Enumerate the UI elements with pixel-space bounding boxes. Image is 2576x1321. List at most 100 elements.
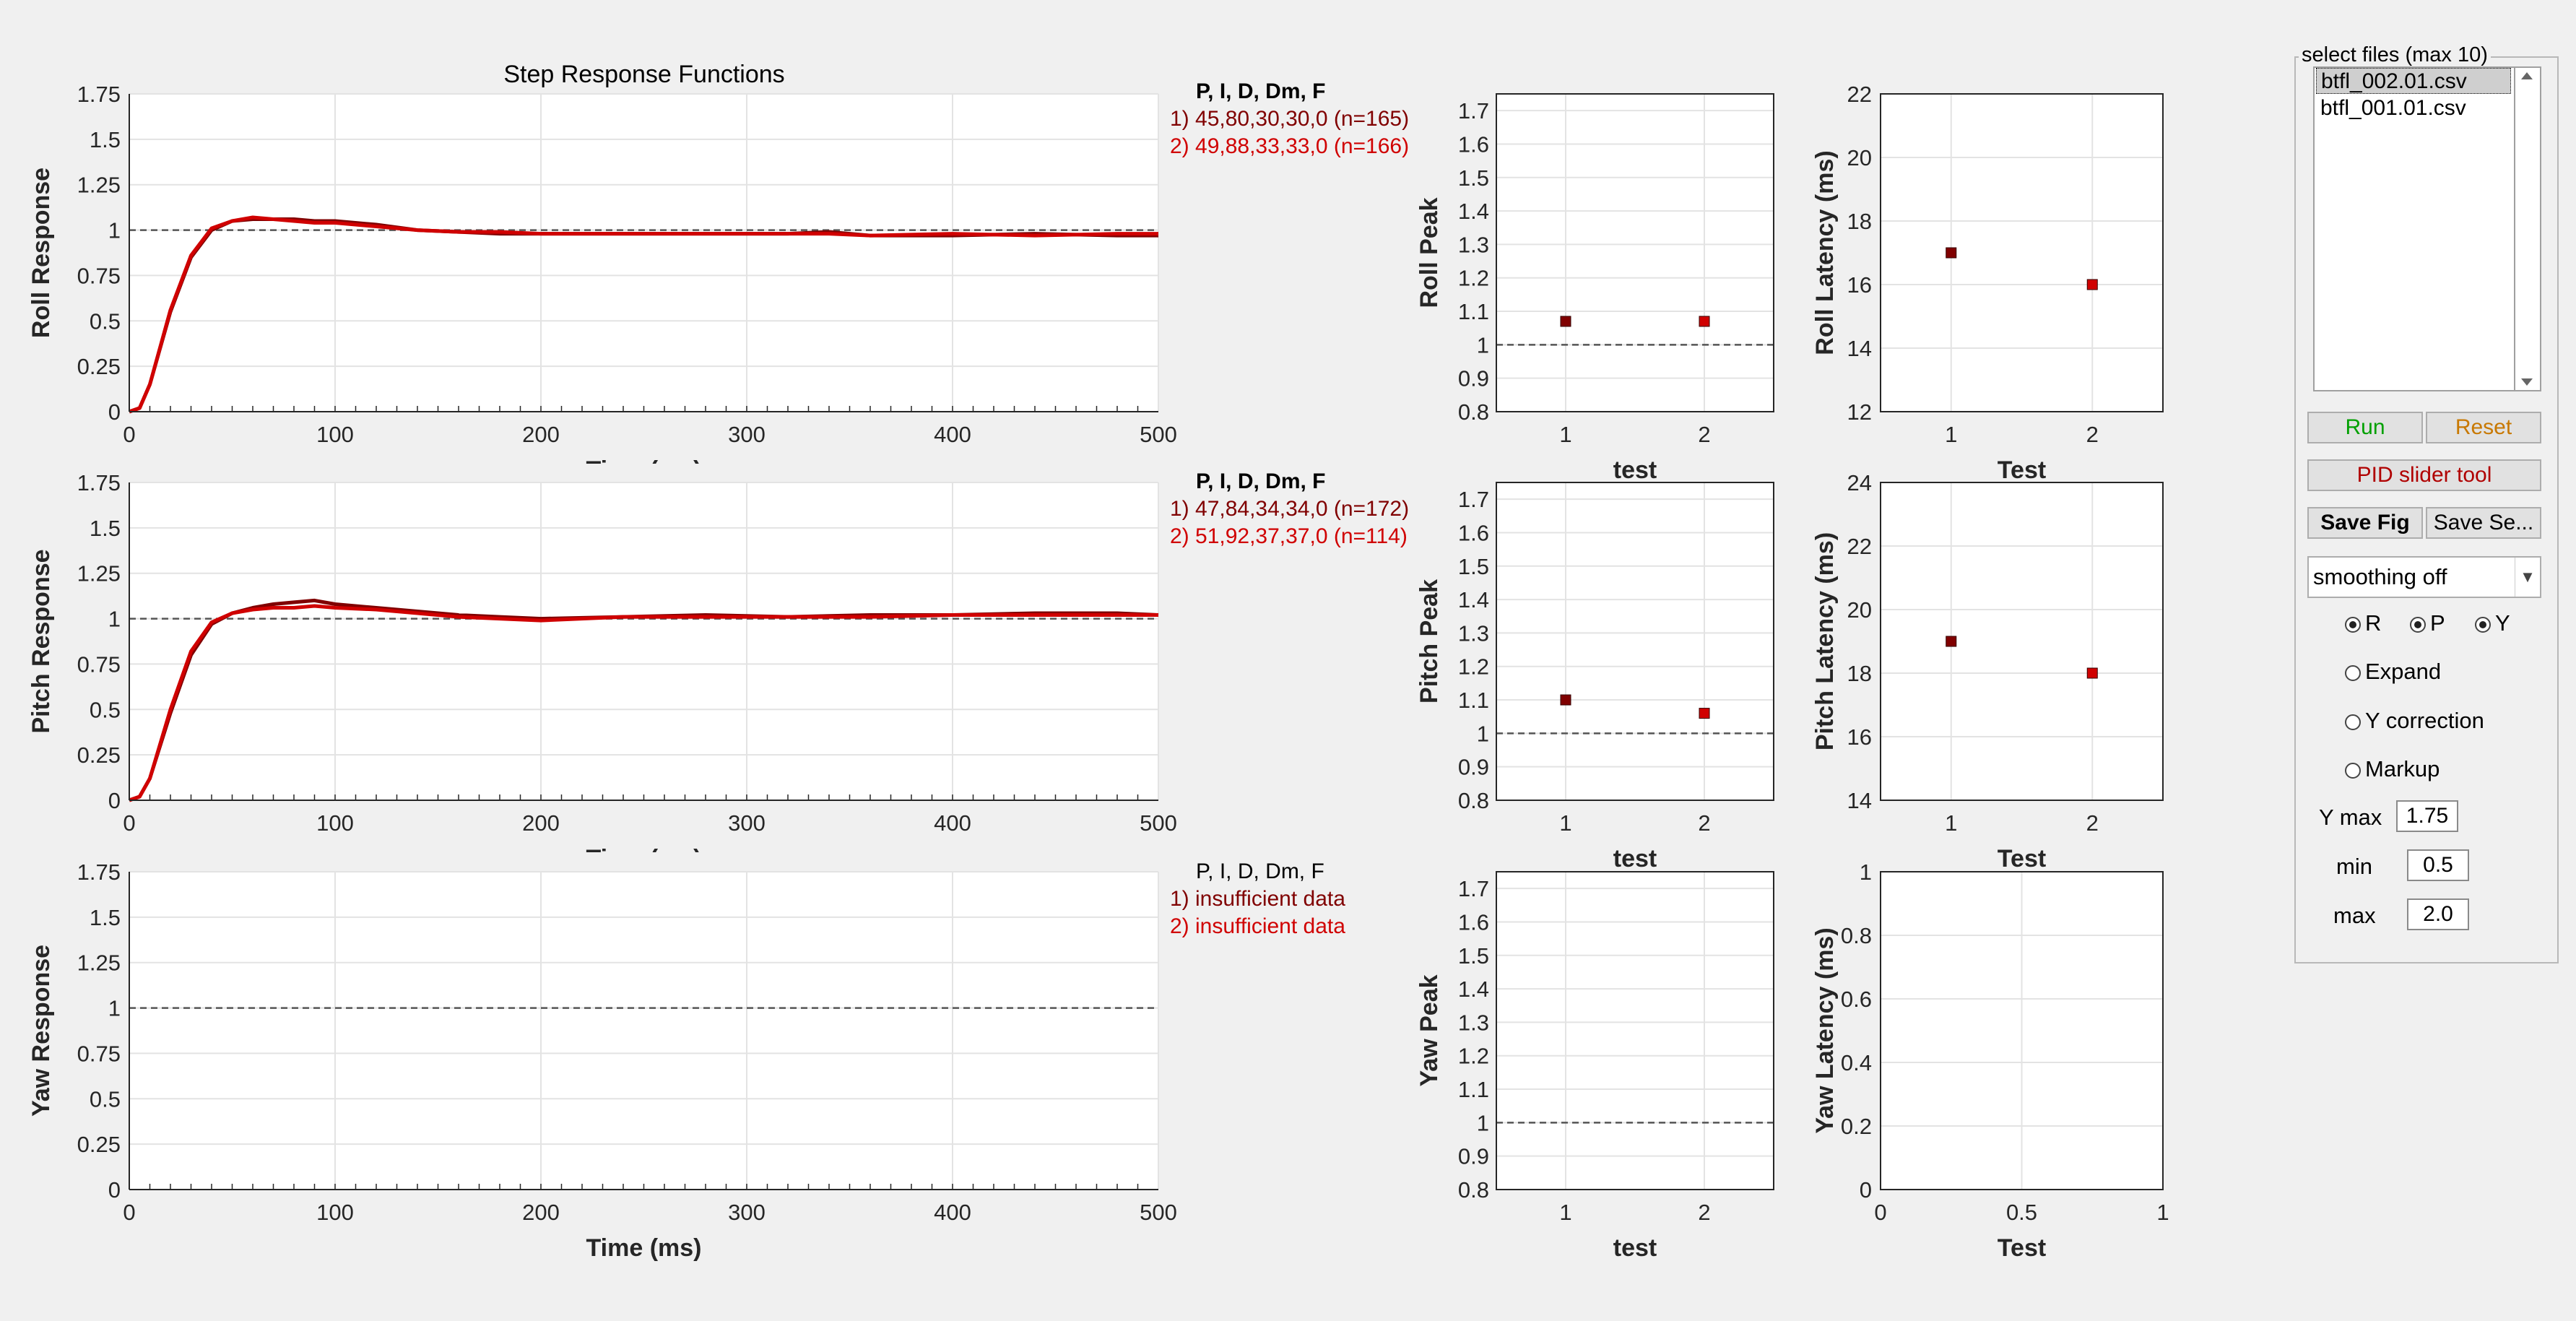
- x-tick-label: 2: [1698, 1200, 1710, 1225]
- y-tick-label: 0: [108, 788, 121, 813]
- y-tick-label: 0.4: [1841, 1050, 1872, 1075]
- radio-r[interactable]: R: [2345, 611, 2381, 636]
- y-tick-label: 0: [108, 399, 121, 425]
- pid-slider-tool-button[interactable]: PID slider tool: [2307, 459, 2541, 491]
- file-list-scrollbar[interactable]: [2515, 66, 2541, 391]
- radio-p[interactable]: P: [2410, 611, 2445, 636]
- legend-yaw: P, I, D, Dm, F 1) insufficient data 2) i…: [1170, 858, 1345, 940]
- latency-axes-box: [1880, 871, 2164, 1190]
- latency-marker-1: [1946, 636, 1957, 647]
- x-axis-label: test: [1613, 456, 1657, 484]
- radio-dot-icon[interactable]: [2345, 714, 2361, 730]
- y-tick-label: 1.7: [1458, 487, 1489, 512]
- expand-checkbox[interactable]: Expand: [2345, 659, 2441, 684]
- legend-roll: P, I, D, Dm, F 1) 45,80,30,30,0 (n=165) …: [1170, 78, 1409, 160]
- x-tick-label: 300: [728, 810, 766, 836]
- y-tick-label: 1.2: [1458, 1044, 1489, 1069]
- latency-axes-box: [1880, 93, 2164, 412]
- legend-header: P, I, D, Dm, F: [1196, 859, 1324, 883]
- y-tick-label: 14: [1847, 788, 1872, 813]
- radio-dot-icon[interactable]: [2410, 617, 2426, 633]
- x-axis-label: Test: [1998, 456, 2046, 484]
- max-label: max: [2333, 903, 2376, 928]
- min-input[interactable]: 0.5: [2407, 849, 2469, 881]
- markup-checkbox[interactable]: Markup: [2345, 757, 2440, 781]
- y-tick-label: 1.3: [1458, 620, 1489, 646]
- scroll-down-icon[interactable]: [2521, 378, 2533, 386]
- y-tick-label: 20: [1847, 597, 1872, 623]
- x-tick-label: 1: [1945, 422, 1957, 447]
- radio-dot-icon[interactable]: [2345, 665, 2361, 681]
- peak-axes-bg: [1496, 94, 1774, 412]
- reset-button[interactable]: Reset: [2426, 412, 2541, 443]
- y-tick-label: 0.5: [90, 308, 121, 334]
- y-tick-label: 1.4: [1458, 199, 1489, 224]
- x-axis-label: test: [1613, 845, 1657, 872]
- x-tick-label: 0: [1874, 1200, 1886, 1225]
- y-axis-label: Pitch Response: [27, 549, 55, 733]
- x-axis-label: Test: [1998, 1234, 2046, 1262]
- max-input[interactable]: 2.0: [2407, 898, 2469, 930]
- y-tick-label: 0.2: [1841, 1114, 1872, 1139]
- y-tick-label: 1.5: [90, 516, 121, 541]
- x-tick-label: 1: [1559, 422, 1571, 447]
- radio-dot-icon[interactable]: [2345, 617, 2361, 633]
- x-tick-label: 200: [522, 422, 560, 447]
- x-tick-label: 100: [316, 1200, 354, 1225]
- x-axis-label: Time (ms): [586, 845, 702, 872]
- y-axis-label: Yaw Latency (ms): [1811, 927, 1839, 1133]
- save-fig-button[interactable]: Save Fig: [2307, 507, 2423, 539]
- x-tick-label: 1: [1559, 1200, 1571, 1225]
- x-tick-label: 0: [123, 810, 135, 836]
- y-tick-label: 1.6: [1458, 131, 1489, 157]
- x-tick-label: 2: [2086, 810, 2099, 836]
- run-button[interactable]: Run: [2307, 412, 2423, 443]
- y-tick-label: 1: [1477, 721, 1489, 746]
- x-tick-label: 100: [316, 422, 354, 447]
- file-item-selected[interactable]: btfl_002.01.csv: [2316, 68, 2511, 94]
- radio-dot-icon[interactable]: [2345, 763, 2361, 779]
- y-tick-label: 0.8: [1458, 1177, 1489, 1203]
- legend-line-1: 1) 45,80,30,30,0 (n=165): [1170, 107, 1410, 131]
- latency-marker-2: [2086, 279, 2098, 290]
- y-tick-label: 1.3: [1458, 232, 1489, 257]
- y-tick-label: 0: [1860, 1177, 1872, 1203]
- latency-marker-1: [1946, 247, 1957, 259]
- x-tick-label: 400: [934, 422, 971, 447]
- step-axes-bg: [129, 872, 1158, 1190]
- y-tick-label: 1.6: [1458, 520, 1489, 545]
- file-list[interactable]: btfl_002.01.csv btfl_001.01.csv: [2313, 66, 2515, 391]
- legend-line-1: 1) 47,84,34,34,0 (n=172): [1170, 497, 1410, 521]
- y-tick-label: 1.4: [1458, 976, 1489, 1002]
- x-tick-label: 500: [1140, 422, 1177, 447]
- y-max-label: Y max: [2319, 805, 2382, 830]
- y-tick-label: 0.5: [90, 1086, 121, 1112]
- y-tick-label: 0.8: [1841, 923, 1872, 948]
- expand-label: Expand: [2365, 659, 2442, 684]
- y-axis-label: Roll Peak: [1415, 197, 1443, 308]
- y-max-input[interactable]: 1.75: [2396, 800, 2458, 832]
- legend-line-2: 2) 51,92,37,37,0 (n=114): [1170, 524, 1408, 548]
- scroll-up-icon[interactable]: [2521, 72, 2533, 79]
- y-correction-checkbox[interactable]: Y correction: [2345, 709, 2484, 733]
- min-label: min: [2336, 854, 2372, 879]
- chevron-down-icon[interactable]: ▼: [2515, 558, 2540, 597]
- radio-y-label: Y: [2495, 610, 2510, 636]
- y-tick-label: 1.5: [1458, 554, 1489, 579]
- y-tick-label: 0.9: [1458, 755, 1489, 780]
- y-tick-label: 0.25: [77, 1132, 121, 1157]
- legend-line-2: 2) 49,88,33,33,0 (n=166): [1170, 134, 1410, 158]
- file-item[interactable]: btfl_001.01.csv: [2320, 96, 2466, 120]
- smoothing-select[interactable]: smoothing off ▼: [2307, 556, 2541, 598]
- peak-marker-1: [1560, 316, 1571, 327]
- y-tick-label: 1.5: [90, 127, 121, 152]
- legend-header: P, I, D, Dm, F: [1196, 79, 1326, 103]
- y-correction-label: Y correction: [2365, 708, 2484, 733]
- radio-y[interactable]: Y: [2475, 611, 2510, 636]
- y-tick-label: 16: [1847, 272, 1872, 298]
- radio-dot-icon[interactable]: [2475, 617, 2491, 633]
- y-tick-label: 18: [1847, 661, 1872, 686]
- save-settings-button[interactable]: Save Se...: [2426, 507, 2541, 539]
- y-tick-label: 0.9: [1458, 366, 1489, 391]
- y-axis-label: Roll Response: [27, 168, 55, 338]
